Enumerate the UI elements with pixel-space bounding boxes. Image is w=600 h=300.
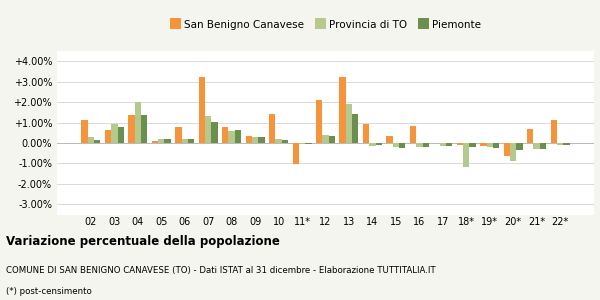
Bar [188, 139, 194, 143]
Bar [182, 139, 188, 143]
Bar [211, 122, 218, 143]
Bar [416, 143, 422, 147]
Bar [94, 140, 100, 143]
Bar [199, 76, 205, 143]
Bar [293, 143, 299, 164]
Bar [316, 100, 322, 143]
Text: Variazione percentuale della popolazione: Variazione percentuale della popolazione [6, 236, 280, 248]
Bar [527, 129, 533, 143]
Bar [446, 143, 452, 146]
Bar [105, 130, 111, 143]
Bar [440, 143, 446, 146]
Bar [235, 130, 241, 143]
Bar [175, 127, 182, 143]
Bar [551, 121, 557, 143]
Bar [386, 136, 393, 143]
Bar [422, 143, 429, 147]
Bar [493, 143, 499, 148]
Bar [158, 139, 164, 143]
Bar [557, 143, 563, 145]
Bar [369, 143, 376, 146]
Bar [229, 131, 235, 143]
Bar [480, 143, 487, 146]
Bar [269, 114, 275, 143]
Bar [258, 137, 265, 143]
Text: (*) post-censimento: (*) post-censimento [6, 286, 92, 296]
Bar [510, 143, 517, 161]
Bar [164, 139, 171, 143]
Bar [275, 139, 282, 143]
Bar [346, 104, 352, 143]
Bar [329, 136, 335, 143]
Bar [282, 140, 288, 143]
Bar [457, 143, 463, 145]
Bar [252, 137, 258, 143]
Bar [469, 143, 476, 147]
Bar [376, 143, 382, 145]
Bar [410, 126, 416, 143]
Bar [111, 124, 118, 143]
Bar [222, 127, 229, 143]
Bar [463, 143, 469, 167]
Bar [487, 143, 493, 147]
Bar [322, 135, 329, 143]
Bar [245, 136, 252, 143]
Bar [363, 124, 369, 143]
Bar [128, 116, 134, 143]
Bar [141, 116, 148, 143]
Bar [340, 76, 346, 143]
Bar [82, 121, 88, 143]
Bar [563, 143, 569, 145]
Bar [134, 102, 141, 143]
Bar [88, 137, 94, 143]
Bar [393, 143, 399, 147]
Bar [352, 114, 358, 143]
Bar [299, 143, 305, 144]
Bar [305, 143, 311, 144]
Bar [540, 143, 546, 149]
Bar [152, 141, 158, 143]
Bar [533, 143, 540, 149]
Bar [205, 116, 211, 143]
Bar [118, 127, 124, 143]
Bar [399, 143, 406, 148]
Text: COMUNE DI SAN BENIGNO CANAVESE (TO) - Dati ISTAT al 31 dicembre - Elaborazione T: COMUNE DI SAN BENIGNO CANAVESE (TO) - Da… [6, 266, 436, 274]
Bar [517, 143, 523, 150]
Bar [503, 143, 510, 156]
Legend: San Benigno Canavese, Provincia di TO, Piemonte: San Benigno Canavese, Provincia di TO, P… [166, 15, 485, 34]
